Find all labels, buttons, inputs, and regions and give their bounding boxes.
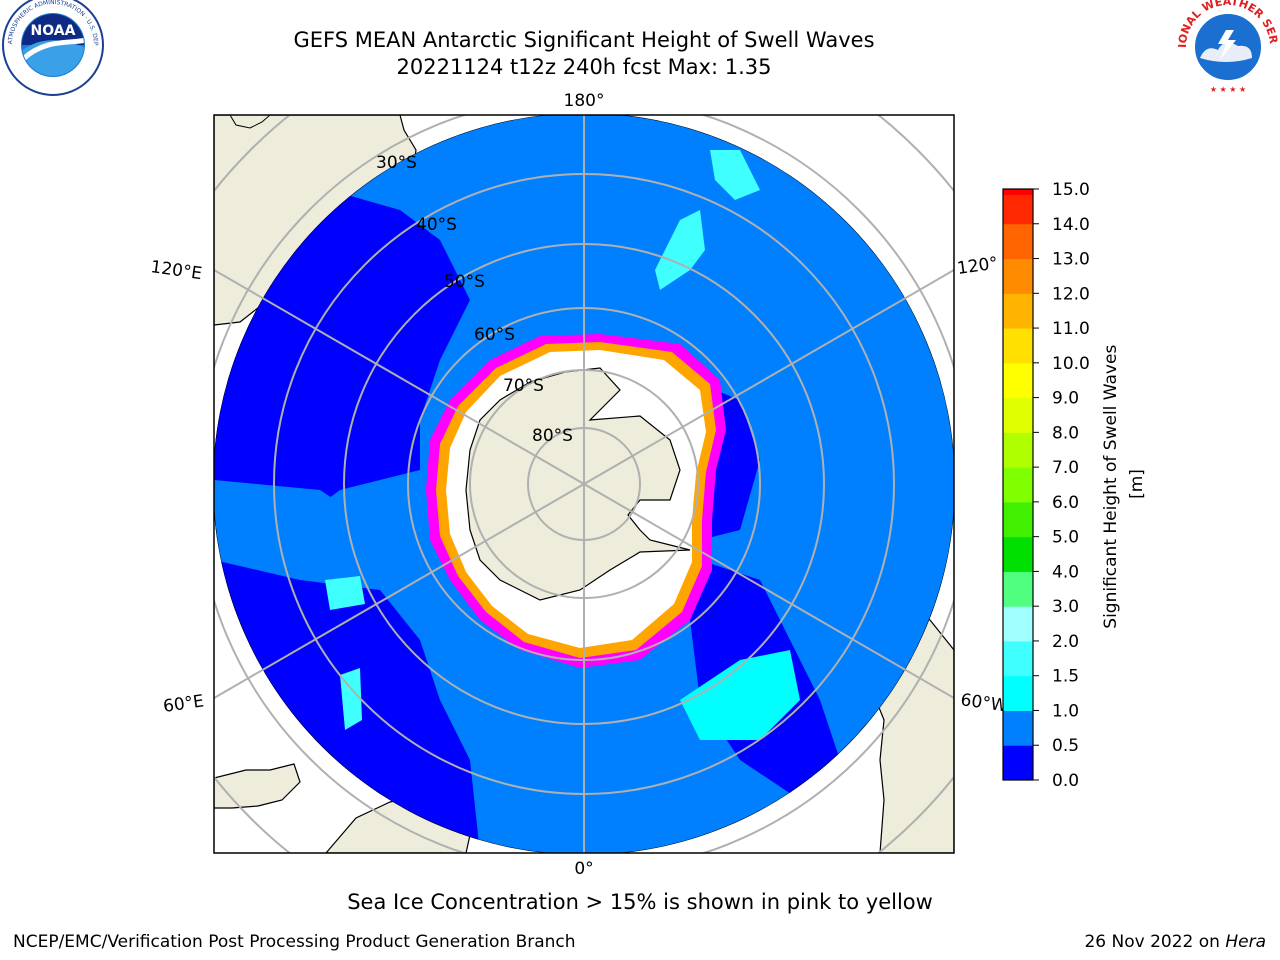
lon-label-120e: 120°E bbox=[149, 257, 203, 284]
nws-ring-text: NATIONAL WEATHER SERVICE bbox=[0, 0, 1280, 48]
colorbar-tick-label: 3.0 bbox=[1052, 597, 1079, 617]
colorbar-segment bbox=[1003, 710, 1033, 746]
colorbar-tick-label: 8.0 bbox=[1052, 423, 1079, 443]
colorbar-tick-label: 4.0 bbox=[1052, 562, 1079, 582]
graticule bbox=[214, 115, 954, 853]
colorbar-segment bbox=[1003, 501, 1033, 538]
footer-date-text: 26 Nov 2022 on bbox=[1084, 932, 1226, 952]
colorbar-segment bbox=[1003, 536, 1033, 572]
colorbar-segment-top bbox=[1003, 189, 1033, 195]
colorbar-segment bbox=[1003, 397, 1033, 433]
colorbar-tick-label: 9.0 bbox=[1052, 389, 1079, 409]
lat-label-70s: 70°S bbox=[503, 376, 544, 396]
colorbar-segment bbox=[1003, 675, 1033, 711]
colorbar-segment bbox=[1003, 258, 1033, 294]
colorbar-tick-label: 5.0 bbox=[1052, 528, 1079, 548]
lat-label-80s: 80°S bbox=[532, 426, 573, 446]
colorbar-tick-label: 15.0 bbox=[1052, 180, 1090, 200]
antarctica-land bbox=[465, 367, 691, 601]
colorbar-tick-label: 14.0 bbox=[1052, 215, 1090, 235]
colorbar-segment bbox=[1003, 328, 1033, 364]
colorbar-tick-label: 0.5 bbox=[1052, 736, 1079, 756]
colorbar-tick-label: 1.0 bbox=[1052, 701, 1079, 721]
lat-label-60s: 60°S bbox=[474, 325, 515, 345]
footer-date: 26 Nov 2022 on Hera bbox=[1084, 932, 1266, 952]
lon-label-180: 180° bbox=[564, 91, 605, 111]
map-frame bbox=[213, 114, 955, 854]
lon-label-60e: 60°E bbox=[162, 691, 205, 716]
lon-label-0: 0° bbox=[574, 859, 593, 879]
colorbar-segment bbox=[1003, 362, 1033, 399]
colorbar-segment bbox=[1003, 745, 1033, 781]
lat-label-50s: 50°S bbox=[444, 272, 485, 292]
colorbar-tick-label: 7.0 bbox=[1052, 458, 1079, 478]
latitude-labels: 30°S 40°S 50°S 60°S 70°S 80°S bbox=[376, 153, 573, 446]
noaa-logo-text: NOAA bbox=[31, 23, 76, 39]
colorbar-tick-label: 11.0 bbox=[1052, 319, 1090, 339]
colorbar-label: Significant Height of Swell Waves [m] bbox=[1101, 339, 1147, 628]
colorbar-tick-label: 12.0 bbox=[1052, 284, 1090, 304]
lon-label-120w: 120° bbox=[956, 253, 999, 279]
colorbar-tick-label: 13.0 bbox=[1052, 250, 1090, 270]
noaa-logo: NOAA NATIONAL OCEANIC AND ATMOSPHERIC AD… bbox=[0, 0, 104, 96]
colorbar-tick-label: 0.0 bbox=[1052, 771, 1079, 791]
colorbar-frame bbox=[1002, 188, 1034, 781]
colorbar-tick-label: 2.0 bbox=[1052, 632, 1079, 652]
colorbar-segment bbox=[1003, 640, 1033, 677]
lon-label-60w: 60°W bbox=[959, 690, 1008, 716]
colorbar-tick-label: 10.0 bbox=[1052, 354, 1090, 374]
lat-label-30s: 30°S bbox=[376, 153, 417, 173]
colorbar-tick-label: 6.0 bbox=[1052, 493, 1079, 513]
svg-text:NATIONAL WEATHER SERVICE: NATIONAL WEATHER SERVICE bbox=[0, 0, 1280, 48]
footer-credit: NCEP/EMC/Verification Post Processing Pr… bbox=[13, 932, 576, 952]
chart-subtitle: 20221124 t12z 240h fcst Max: 1.35 bbox=[396, 55, 772, 79]
chart-title: GEFS MEAN Antarctic Significant Height o… bbox=[293, 28, 875, 52]
colorbar-segment bbox=[1003, 293, 1033, 329]
colorbar-segment bbox=[1003, 606, 1033, 642]
colorbar: 0.0 0.5 1.0 1.5 2.0 3.0 4.0 5.0 6.0 7.0 8.0 9.0 10.0… bbox=[1002, 180, 1090, 791]
colorbar-segment bbox=[1003, 467, 1033, 503]
svg-text:★ ★ ★ ★: ★ ★ ★ ★ bbox=[1210, 85, 1246, 94]
nws-logo: NATIONAL WEATHER SERVICE ★ ★ ★ ★ bbox=[0, 0, 1280, 97]
colorbar-segment bbox=[1003, 571, 1033, 607]
lat-label-40s: 40°S bbox=[416, 215, 457, 235]
swell-field bbox=[214, 115, 954, 853]
colorbar-segment bbox=[1003, 432, 1033, 468]
footer-host: Hera bbox=[1225, 932, 1266, 952]
colorbar-segment bbox=[1003, 223, 1033, 260]
sea-ice-note: Sea Ice Concentration > 15% is shown in … bbox=[347, 890, 933, 914]
colorbar-tick-label: 1.5 bbox=[1052, 667, 1079, 687]
